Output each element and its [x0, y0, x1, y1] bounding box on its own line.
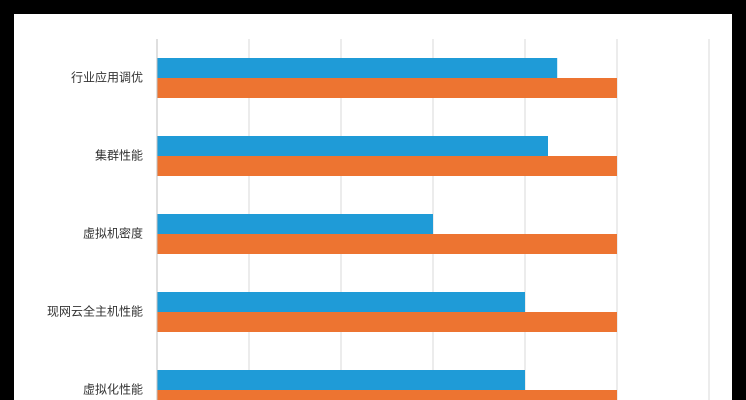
- bar: [157, 136, 548, 156]
- bar: [157, 234, 617, 254]
- bar: [157, 156, 617, 176]
- y-tick-label: 虚拟机密度: [83, 226, 143, 241]
- y-tick-label: 现网云全主机性能: [47, 304, 143, 319]
- y-tick-label: 行业应用调优: [71, 70, 143, 85]
- bar: [157, 58, 558, 78]
- bar: [157, 292, 525, 312]
- bar: [157, 78, 617, 98]
- bar: [157, 370, 525, 390]
- y-tick-label: 虚拟化性能: [83, 383, 143, 397]
- bar: [157, 214, 433, 234]
- bar: [157, 312, 617, 332]
- y-tick-label: 集群性能: [95, 148, 143, 163]
- bar: [157, 390, 617, 400]
